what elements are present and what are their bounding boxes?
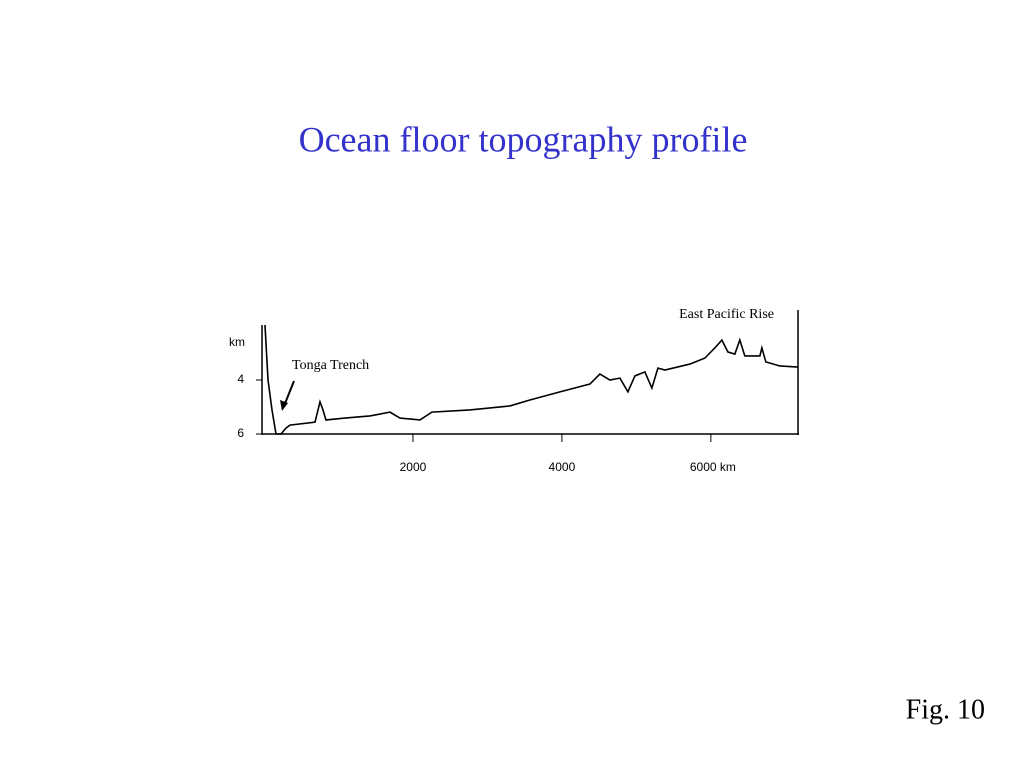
profile-line: [264, 324, 798, 435]
x-tick-label: 2000: [400, 460, 427, 474]
slide-title: Ocean floor topography profile: [299, 119, 748, 159]
annotation-arrow: [283, 380, 295, 407]
arrow-head: [280, 400, 288, 411]
x-tick-label: 6000 km: [690, 460, 736, 474]
y-axis-label: km: [229, 335, 245, 349]
annotation: East Pacific Rise: [679, 307, 774, 322]
x-tick-label: 4000: [549, 460, 576, 474]
figure-label: Fig. 10: [906, 694, 985, 725]
annotation: Tonga Trench: [292, 358, 369, 373]
y-tick-label: 4: [237, 372, 244, 386]
y-tick-label: 6: [237, 426, 244, 440]
